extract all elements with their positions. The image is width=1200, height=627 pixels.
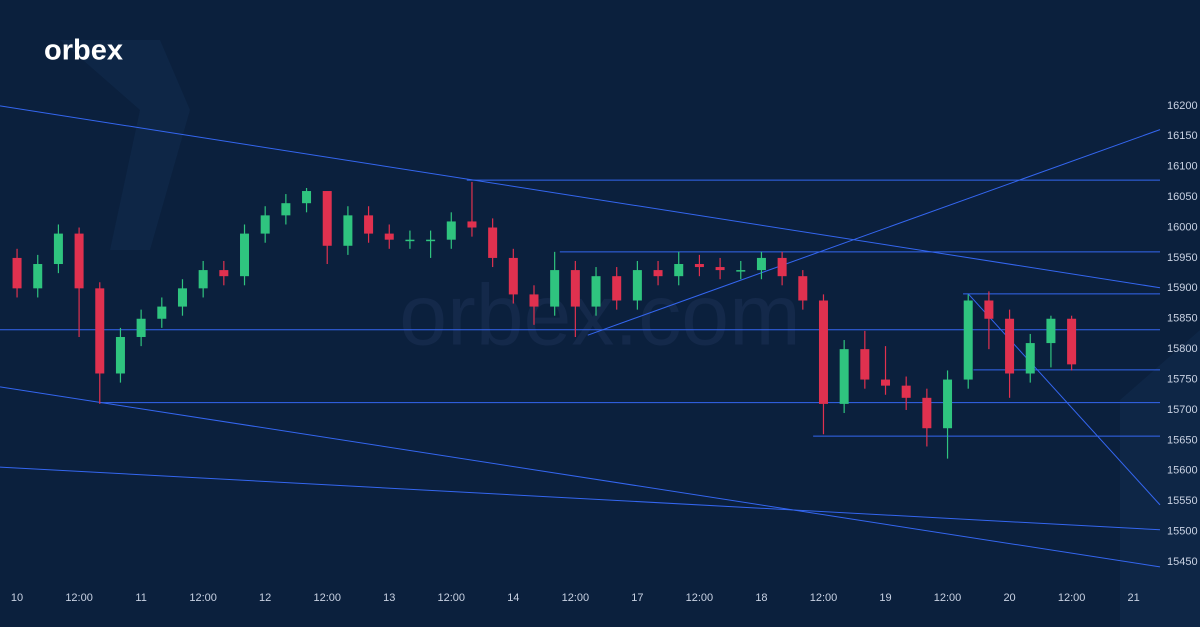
candle-body <box>715 267 725 271</box>
candle-body <box>260 215 270 234</box>
candle-body <box>653 270 663 277</box>
candle-body <box>736 270 746 272</box>
candle-body <box>384 233 394 240</box>
x-tick-label: 13 <box>383 592 395 604</box>
candle-body <box>136 318 146 337</box>
y-tick-label: 16200 <box>1167 100 1198 112</box>
x-tick-label: 21 <box>1128 592 1140 604</box>
candle-body <box>1005 318 1015 374</box>
x-tick-label: 17 <box>631 592 643 604</box>
candle-body <box>984 300 994 319</box>
y-tick-label: 15850 <box>1167 313 1198 325</box>
trend-line <box>0 105 1161 289</box>
candle-body <box>943 379 953 429</box>
candle-body <box>74 233 84 289</box>
x-tick-label: 12:00 <box>810 592 838 604</box>
candle-body <box>281 203 291 216</box>
y-tick-label: 15650 <box>1167 434 1198 446</box>
candle-body <box>922 397 932 429</box>
candle-body <box>508 257 518 295</box>
x-tick-label: 11 <box>135 592 146 604</box>
y-tick-label: 15800 <box>1167 343 1198 355</box>
y-tick-label: 15500 <box>1167 526 1198 538</box>
x-tick-label: 12:00 <box>934 592 962 604</box>
trend-line <box>0 466 1161 531</box>
candle-body <box>426 239 436 242</box>
candle-body <box>1025 343 1035 374</box>
candle-body <box>53 233 63 265</box>
bg-shape <box>1120 330 1200 627</box>
x-tick-label: 12 <box>259 592 271 604</box>
candle-body <box>240 233 250 277</box>
candle-body <box>1046 318 1056 344</box>
y-tick-label: 16150 <box>1167 130 1198 142</box>
candle-body <box>1067 318 1077 365</box>
candle-body <box>756 257 766 271</box>
candle-body <box>881 379 891 386</box>
x-tick-label: 12:00 <box>686 592 714 604</box>
candle-body <box>674 264 684 277</box>
candle-body <box>777 257 787 277</box>
candle-body <box>322 191 332 246</box>
candle-body <box>550 270 560 307</box>
candle-body <box>364 215 374 234</box>
candle-body <box>529 294 539 307</box>
y-tick-label: 15600 <box>1167 465 1198 477</box>
candle-body <box>570 270 580 307</box>
candle-body <box>612 276 622 301</box>
candle-body <box>963 300 973 380</box>
candle-body <box>446 221 456 240</box>
x-tick-label: 12:00 <box>313 592 341 604</box>
candle-body <box>198 270 208 289</box>
x-tick-label: 12:00 <box>65 592 93 604</box>
candle-body <box>632 270 642 301</box>
y-tick-label: 16000 <box>1167 221 1198 233</box>
candle-body <box>33 264 43 289</box>
candle-body <box>115 336 125 374</box>
x-tick-label: 14 <box>507 592 519 604</box>
candle-body <box>839 349 849 404</box>
y-tick-label: 16100 <box>1167 161 1198 173</box>
x-tick-label: 20 <box>1003 592 1015 604</box>
candle-body <box>302 191 312 204</box>
y-tick-label: 15900 <box>1167 282 1198 294</box>
candle-body <box>343 215 353 246</box>
x-tick-label: 18 <box>755 592 767 604</box>
bg-shape <box>60 40 190 250</box>
candle-body <box>798 276 808 301</box>
candle-body <box>177 288 187 307</box>
x-tick-label: 12:00 <box>438 592 466 604</box>
y-tick-label: 15550 <box>1167 495 1198 507</box>
y-tick-label: 16050 <box>1167 191 1198 203</box>
x-tick-label: 10 <box>11 592 23 604</box>
candle-body <box>901 385 911 398</box>
logo: orbex <box>44 35 123 67</box>
trend-line <box>0 386 1161 568</box>
candle-body <box>219 270 229 277</box>
candle-body <box>95 288 105 374</box>
candle-body <box>818 300 828 404</box>
candle-body <box>467 221 477 228</box>
y-tick-label: 15750 <box>1167 373 1198 385</box>
candle-body <box>12 257 22 289</box>
trend-line <box>967 293 1161 506</box>
x-tick-label: 12:00 <box>189 592 217 604</box>
y-tick-label: 15450 <box>1167 556 1198 568</box>
y-tick-label: 15700 <box>1167 404 1198 416</box>
x-tick-label: 12:00 <box>1058 592 1086 604</box>
candle-body <box>157 306 167 319</box>
candle-body <box>591 276 601 307</box>
trend-line <box>587 129 1161 336</box>
x-tick-label: 19 <box>879 592 891 604</box>
plot-area: 15450 15500 15550 15600 15650 15700 15750 15800… <box>0 100 1198 604</box>
y-tick-label: 15950 <box>1167 252 1198 264</box>
candle-body <box>694 264 704 268</box>
candle-body <box>488 227 498 258</box>
candle-body <box>860 349 870 380</box>
candle-body <box>405 239 415 242</box>
x-tick-label: 12:00 <box>562 592 590 604</box>
